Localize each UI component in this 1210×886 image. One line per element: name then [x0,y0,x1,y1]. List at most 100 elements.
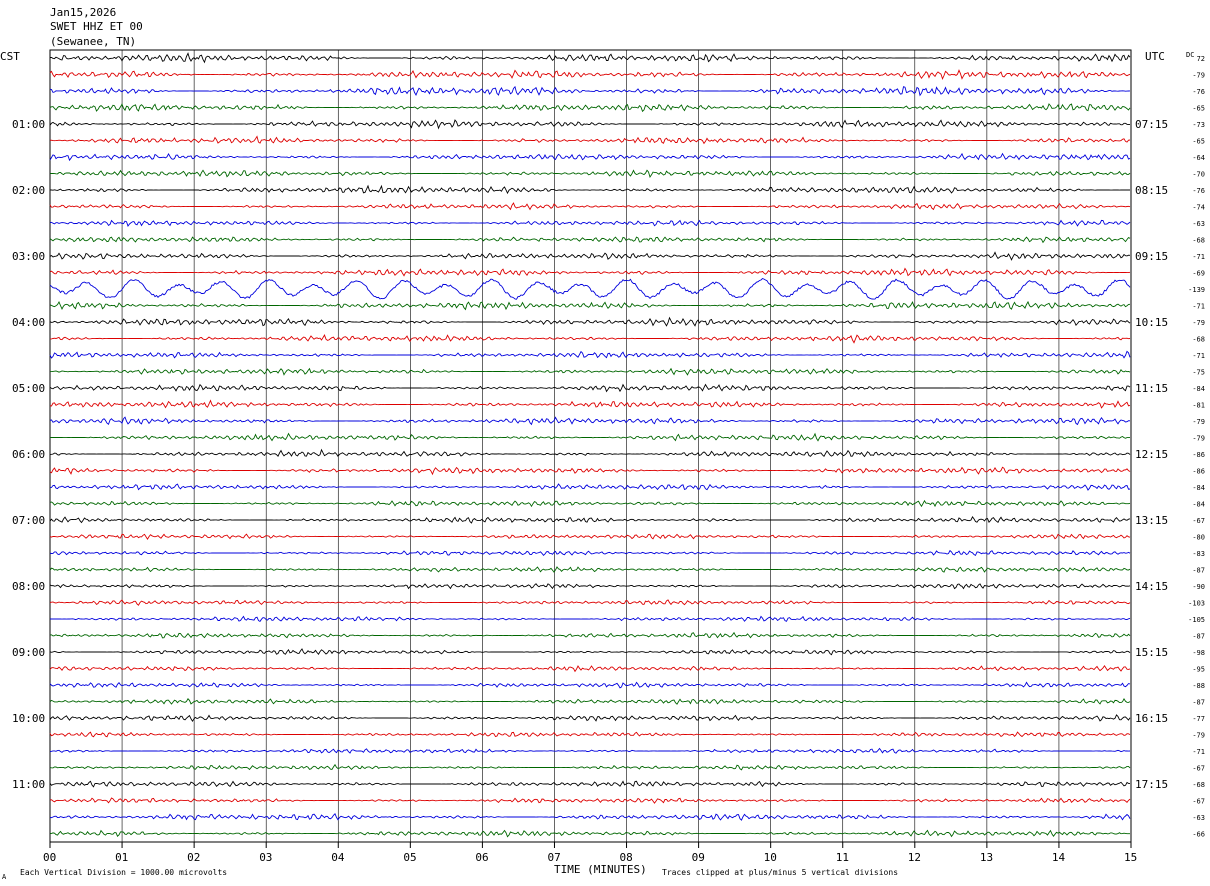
x-tick-label-11: 11 [836,851,849,864]
cst-hour-label: 10:00 [12,712,45,725]
trace-line-47 [49,813,1131,821]
trace-line-2 [49,69,1131,81]
dc-offset-label: -71 [1192,253,1205,261]
dc-offset-label: -81 [1192,402,1205,410]
dc-offset-label: -63 [1192,220,1205,228]
trace-line-37 [49,648,1131,656]
trace-line-44 [49,763,1131,771]
utc-hour-label: 09:15 [1135,250,1168,263]
cst-hour-labels: 01:00 02:00 03:00 04:00 05:00 06:00 07:00 08:00… [12,118,45,791]
dc-offset-label: -70 [1192,171,1205,179]
x-tick-labels: 00 01 02 03 04 05 06 07 08 09 10 11 12 13 14 15 [43,842,1137,864]
dc-offset-label: -87 [1192,633,1205,641]
dc-offset-label: -76 [1192,88,1205,96]
dc-label: DC [1186,51,1194,59]
corner-mark: A [2,873,7,881]
seismic-traces [49,52,1131,838]
dc-offset-label: -79 [1192,435,1205,443]
right-timezone-label: UTC [1145,50,1165,63]
x-tick-label-13: 13 [980,851,993,864]
date-label: Jan15,2026 [50,6,116,19]
dc-offset-label: -64 [1192,154,1205,162]
trace-line-28 [49,499,1131,508]
dc-offset-label: -68 [1192,781,1205,789]
trace-line-19 [49,350,1131,359]
trace-line-5 [49,119,1131,130]
utc-hour-label: 10:15 [1135,316,1168,329]
dc-offset-label: -63 [1192,814,1205,822]
utc-hour-label: 08:15 [1135,184,1168,197]
trace-line-38 [49,665,1131,673]
dc-offset-label: -88 [1192,682,1205,690]
dc-offset-label: -68 [1192,336,1205,344]
dc-offset-label: -87 [1192,699,1205,707]
dc-offset-label: -79 [1192,732,1205,740]
dc-offset-label: -86 [1192,468,1205,476]
trace-line-4 [49,103,1131,113]
cst-hour-label: 11:00 [12,778,45,791]
dc-offset-label: -71 [1192,748,1205,756]
trace-line-3 [49,85,1131,97]
dc-offset-label: -83 [1192,550,1205,558]
trace-line-18 [49,334,1131,344]
trace-line-21 [49,383,1131,393]
x-axis-title: TIME (MINUTES) [554,863,647,876]
dc-offset-label: -71 [1192,303,1205,311]
trace-line-23 [49,416,1131,426]
cst-hour-label: 04:00 [12,316,45,329]
scale-note: Each Vertical Division = 1000.00 microvo… [20,868,227,877]
trace-line-25 [49,448,1131,458]
trace-line-9 [49,184,1130,195]
trace-line-32 [49,566,1131,573]
dc-offset-label: -95 [1192,666,1205,674]
x-tick-label-06: 06 [475,851,488,864]
trace-line-11 [49,219,1131,227]
dc-offset-label: -84 [1192,385,1205,393]
dc-offset-label: -80 [1192,534,1205,542]
dc-offset-label: -74 [1192,204,1205,212]
utc-hour-label: 14:15 [1135,580,1168,593]
x-tick-label-09: 09 [692,851,705,864]
x-tick-label-12: 12 [908,851,921,864]
trace-line-13 [49,251,1131,261]
x-tick-label-15: 15 [1124,851,1137,864]
cst-hour-label: 06:00 [12,448,45,461]
trace-line-26 [49,466,1131,476]
trace-line-12 [49,236,1131,244]
utc-hour-label: 13:15 [1135,514,1168,527]
trace-line-6 [49,135,1131,145]
trace-line-34 [49,599,1131,606]
trace-line-15 [49,277,1131,300]
dc-offset-label: -84 [1192,501,1205,509]
cst-hour-label: 09:00 [12,646,45,659]
x-tick-label-03: 03 [259,851,272,864]
x-tick-label-00: 00 [43,851,56,864]
trace-line-35 [50,615,1131,622]
utc-hour-label: 12:15 [1135,448,1168,461]
x-tick-label-07: 07 [547,851,560,864]
cst-hour-label: 07:00 [12,514,45,527]
trace-line-24 [49,432,1130,442]
x-tick-label-14: 14 [1052,851,1066,864]
trace-line-31 [49,549,1131,557]
utc-hour-labels: 07:15 08:15 09:15 10:15 11:15 12:15 13:15 14:15… [1135,118,1168,791]
minute-gridlines [121,50,1060,842]
trace-line-17 [49,316,1131,327]
trace-line-43 [49,747,1131,754]
x-tick-label-01: 01 [115,851,128,864]
cst-hour-label: 05:00 [12,382,45,395]
left-timezone-label: CST [0,50,20,63]
dc-offset-label: -90 [1192,583,1205,591]
clip-note: Traces clipped at plus/minus 5 vertical … [662,868,898,877]
dc-offset-label: -73 [1192,121,1205,129]
dc-offset-label: -79 [1192,418,1205,426]
trace-line-8 [49,169,1131,179]
plot-frame [49,49,1132,843]
utc-hour-label: 16:15 [1135,712,1168,725]
trace-line-7 [49,152,1131,162]
x-tick-label-02: 02 [187,851,200,864]
station-label: SWET HHZ ET 00 [50,20,143,33]
x-tick-label-04: 04 [331,851,345,864]
dc-offset-label: -67 [1192,798,1205,806]
